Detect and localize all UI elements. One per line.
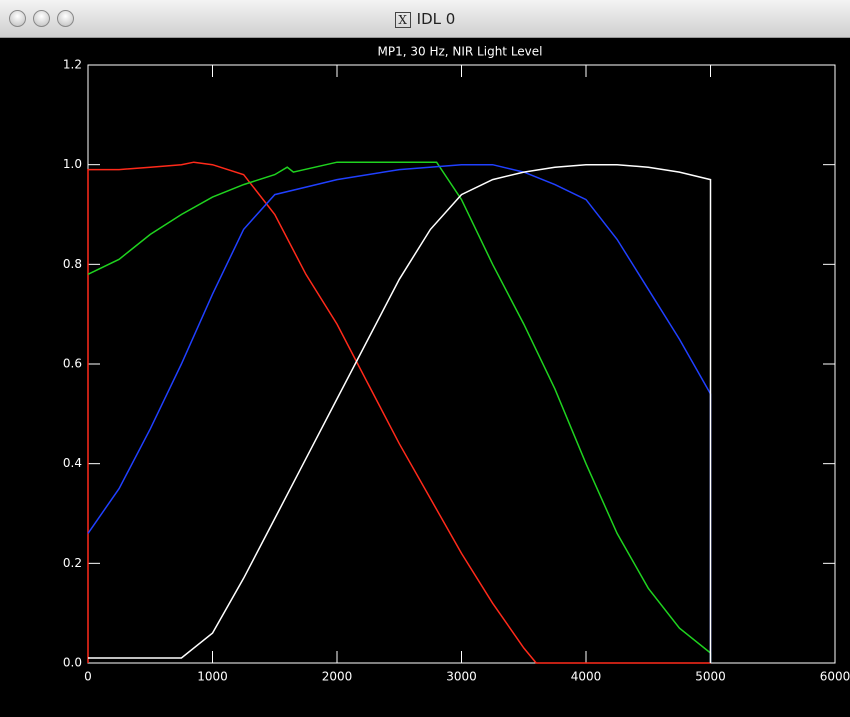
y-tick-label: 0.0 xyxy=(63,656,82,670)
y-tick-label: 0.4 xyxy=(63,456,82,470)
window-title: X IDL 0 xyxy=(0,10,850,28)
chart: MP1, 30 Hz, NIR Light Level 0 1000 2000 300… xyxy=(0,38,850,717)
x-tick-label: 3000 xyxy=(446,670,477,684)
x-tick-label: 4000 xyxy=(571,670,602,684)
y-tick-label: 1.2 xyxy=(63,58,82,72)
x-tick-label: 0 xyxy=(84,670,92,684)
x-tick-label: 6000 xyxy=(820,670,850,684)
data-line xyxy=(88,163,712,663)
zoom-button[interactable] xyxy=(57,10,74,27)
data-line xyxy=(87,163,712,663)
y-tick-label: 0.2 xyxy=(63,556,82,570)
data-line xyxy=(87,161,711,664)
title-bar: X IDL 0 xyxy=(0,0,850,38)
plot-background xyxy=(0,38,850,717)
y-tick-label: 0.8 xyxy=(63,257,82,271)
data-line xyxy=(87,161,712,663)
window-title-text: IDL 0 xyxy=(416,10,456,28)
y-tick-label: 1.0 xyxy=(63,157,82,171)
x-tick-label: 2000 xyxy=(322,670,353,684)
chart-title: MP1, 30 Hz, NIR Light Level xyxy=(378,45,543,59)
close-button[interactable] xyxy=(9,10,26,27)
minimize-button[interactable] xyxy=(33,10,50,27)
x-tick-label: 5000 xyxy=(695,670,726,684)
y-tick-label: 0.6 xyxy=(63,357,82,371)
x-tick-label: 1000 xyxy=(197,670,228,684)
x-icon: X xyxy=(394,12,411,28)
